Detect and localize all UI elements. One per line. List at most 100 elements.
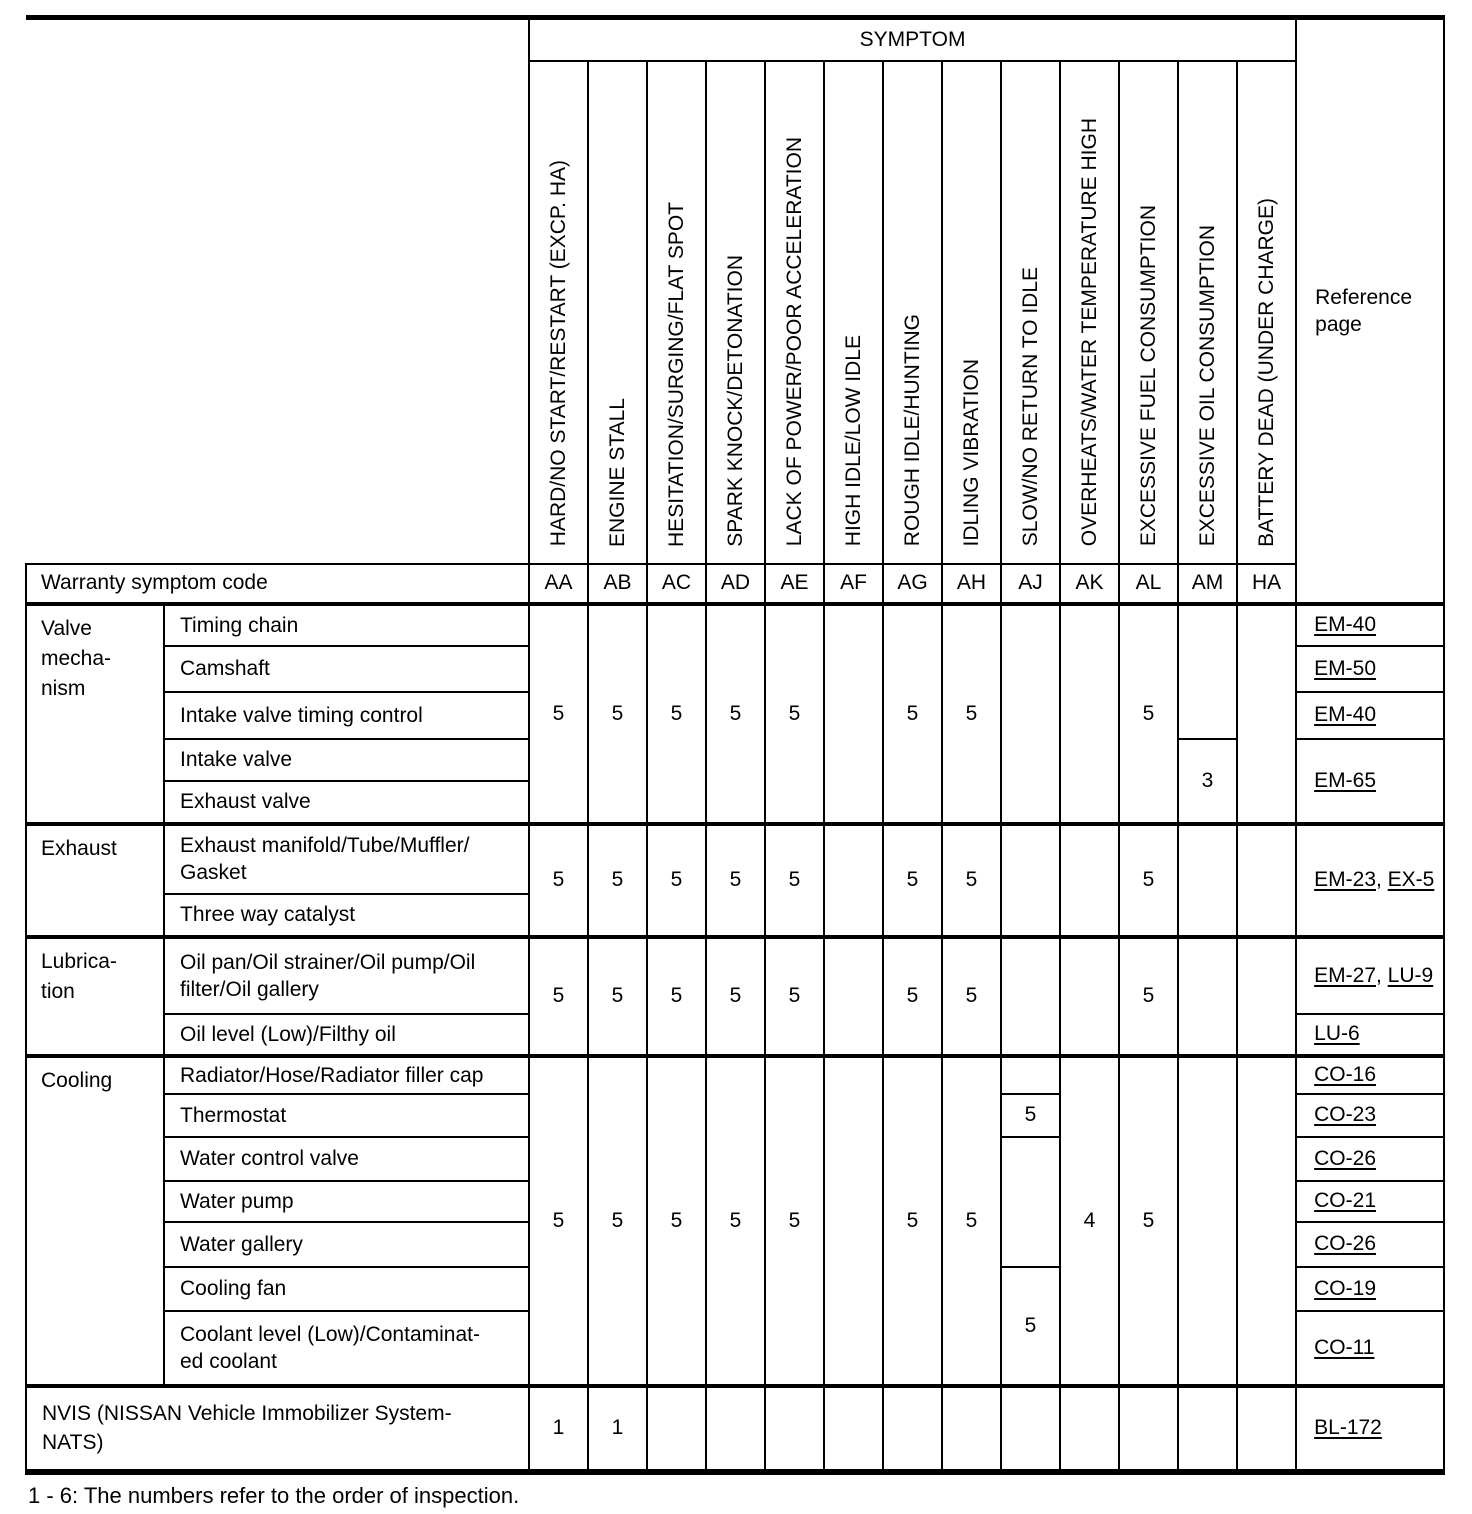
- symptom-cell-am: [1177, 935, 1238, 1058]
- symptom-cell-aa: 5: [528, 602, 589, 826]
- table-row: Water control valve CO-26: [26, 1135, 1446, 1268]
- ref-link[interactable]: LU-6: [1314, 1022, 1360, 1045]
- symptom-column-lack-of-power: LACK OF POWER/POOR ACCELERATION: [764, 59, 825, 565]
- symptom-column-excessive-oil: EXCESSIVE OIL CONSUMPTION: [1177, 59, 1238, 565]
- code-am: AM: [1177, 562, 1238, 606]
- symptom-cell-ae: 5: [764, 822, 825, 939]
- symptom-cell-ac: [646, 1384, 707, 1475]
- symptom-cell-ag: 5: [882, 1054, 943, 1388]
- ref-cell: CO-11: [1295, 1309, 1446, 1388]
- table-row: Lubrica- tion Oil pan/Oil strainer/Oil p…: [25, 935, 1446, 1058]
- symptom-cell-ah: 5: [941, 935, 1002, 1058]
- ref-link[interactable]: CO-26: [1314, 1232, 1376, 1255]
- ref-cell: EM-50: [1295, 644, 1446, 693]
- symptom-cell-ag: 5: [882, 602, 943, 826]
- ref-cell: CO-26: [1295, 1220, 1446, 1268]
- ref-link[interactable]: CO-26: [1314, 1146, 1376, 1170]
- symptom-cell-af: [823, 1384, 884, 1475]
- symptom-column-high-idle: HIGH IDLE/LOW IDLE: [823, 59, 884, 565]
- symptom-label: LACK OF POWER/POOR ACCELERATION: [783, 137, 806, 547]
- symptom-label: EXCESSIVE OIL CONSUMPTION: [1196, 225, 1219, 547]
- ref-cell: CO-16: [1295, 1054, 1446, 1095]
- symptom-cell-am-lower: 3: [1177, 737, 1238, 826]
- reference-page-header: Reference page: [1295, 15, 1446, 606]
- code-aa: AA: [528, 562, 589, 606]
- group-cell-cooling: Cooling: [25, 1054, 165, 1388]
- symptom-label: SLOW/NO RETURN TO IDLE: [1019, 267, 1042, 547]
- symptom-cell-aj: [1000, 1384, 1061, 1475]
- symptom-cell-ad: 5: [705, 602, 766, 826]
- item-cell: Thermostat: [163, 1092, 530, 1138]
- code-ab: AB: [587, 562, 648, 606]
- symptom-cell-aa: 1: [528, 1384, 589, 1475]
- symptom-cell-am: [1177, 1054, 1238, 1388]
- symptom-cell-am: [1177, 822, 1238, 939]
- ref-link[interactable]: EX-5: [1387, 868, 1435, 891]
- symptom-cell-ab: 5: [587, 1054, 648, 1388]
- item-cell: Water pump: [163, 1179, 530, 1223]
- item-cell: Oil pan/Oil strainer/Oil pump/Oil filter…: [163, 935, 530, 1015]
- code-ag: AG: [882, 562, 943, 606]
- ref-cell: CO-19: [1295, 1265, 1446, 1312]
- footnote: 1 - 6: The numbers refer to the order of…: [28, 1483, 520, 1508]
- ref-cell: LU-6: [1295, 1012, 1446, 1058]
- symptom-cell-ab: 5: [587, 602, 648, 826]
- ref-link[interactable]: EM-65: [1314, 768, 1376, 792]
- symptom-cell-ak: [1059, 602, 1120, 826]
- warranty-symptom-code-label: Warranty symptom code: [25, 562, 530, 606]
- ref-link[interactable]: CO-16: [1314, 1063, 1376, 1086]
- symptom-cell-ak: 4: [1059, 1054, 1120, 1388]
- symptom-cell-ae: [764, 1384, 825, 1475]
- symptom-cell-al: 5: [1118, 602, 1179, 826]
- ref-link[interactable]: EM-23: [1314, 868, 1376, 891]
- symptom-cell-ha: [1235, 935, 1298, 1058]
- symptom-cell-aj: [1000, 602, 1061, 826]
- ref-link[interactable]: LU-9: [1387, 963, 1434, 987]
- ref-link[interactable]: BL-172: [1314, 1416, 1382, 1439]
- symptom-cell-ae: 5: [764, 1054, 825, 1388]
- ref-link[interactable]: EM-50: [1314, 656, 1376, 680]
- ref-link[interactable]: EM-27: [1314, 963, 1376, 987]
- ref-separator: ,: [1376, 868, 1388, 891]
- ref-link[interactable]: EM-40: [1314, 703, 1376, 726]
- empty-corner: [26, 15, 529, 564]
- ref-cell: CO-23: [1295, 1092, 1446, 1138]
- symptom-label: EXCESSIVE FUEL CONSUMPTION: [1137, 205, 1160, 547]
- symptom-cell-ak: [1059, 822, 1120, 939]
- ref-separator: ,: [1376, 963, 1388, 987]
- symptom-label: HESITATION/SURGING/FLAT SPOT: [665, 201, 688, 547]
- ref-link[interactable]: CO-23: [1314, 1103, 1376, 1126]
- symptom-cell-ac: 5: [646, 1054, 707, 1388]
- group-cell-valve-mechanism: Valve mecha- nism: [25, 602, 165, 826]
- symptom-cell-ak: [1059, 1384, 1120, 1475]
- item-cell: Timing chain: [163, 602, 530, 647]
- symptom-column-battery-dead: BATTERY DEAD (UNDER CHARGE): [1235, 59, 1298, 565]
- symptom-cell-af: [823, 935, 884, 1058]
- ref-cell: EM-40: [1295, 602, 1446, 647]
- symptom-cell-aa: 5: [528, 822, 589, 939]
- symptom-column-rough-idle: ROUGH IDLE/HUNTING: [882, 59, 943, 565]
- code-ae: AE: [764, 562, 825, 606]
- symptom-cell-ha: [1235, 1384, 1298, 1475]
- ref-link[interactable]: CO-11: [1314, 1335, 1375, 1359]
- ref-link[interactable]: CO-21: [1314, 1189, 1376, 1212]
- symptom-cell-aj-lower: 5: [1000, 1265, 1061, 1388]
- symptom-cell-ha: [1235, 602, 1298, 826]
- item-cell: Water control valve: [163, 1135, 530, 1182]
- symptom-cell-aa: 5: [528, 1054, 589, 1388]
- group-cell-nvis: NVIS (NISSAN Vehicle Immobilizer System-…: [25, 1384, 530, 1475]
- code-ad: AD: [705, 562, 766, 606]
- symptom-column-excessive-fuel: EXCESSIVE FUEL CONSUMPTION: [1118, 59, 1179, 565]
- symptom-cell-ac: 5: [646, 602, 707, 826]
- symptom-cell-ha: [1235, 822, 1298, 939]
- table-row: Coolant level (Low)/Contaminat- ed coola…: [26, 1309, 1446, 1388]
- ref-link[interactable]: EM-40: [1314, 613, 1376, 636]
- warranty-code-row: Warranty symptom code AA AB AC AD AE AF …: [25, 562, 1444, 606]
- ref-link[interactable]: CO-19: [1314, 1276, 1376, 1300]
- symptom-cell-ae: 5: [764, 602, 825, 826]
- item-cell: Camshaft: [163, 644, 530, 693]
- symptom-cell-aj-thermostat: 5: [1000, 1092, 1061, 1138]
- symptom-cell-ak: [1059, 935, 1120, 1058]
- symptom-cell-ab: 5: [587, 935, 648, 1058]
- symptom-cell-aj-middle: [1000, 1135, 1061, 1268]
